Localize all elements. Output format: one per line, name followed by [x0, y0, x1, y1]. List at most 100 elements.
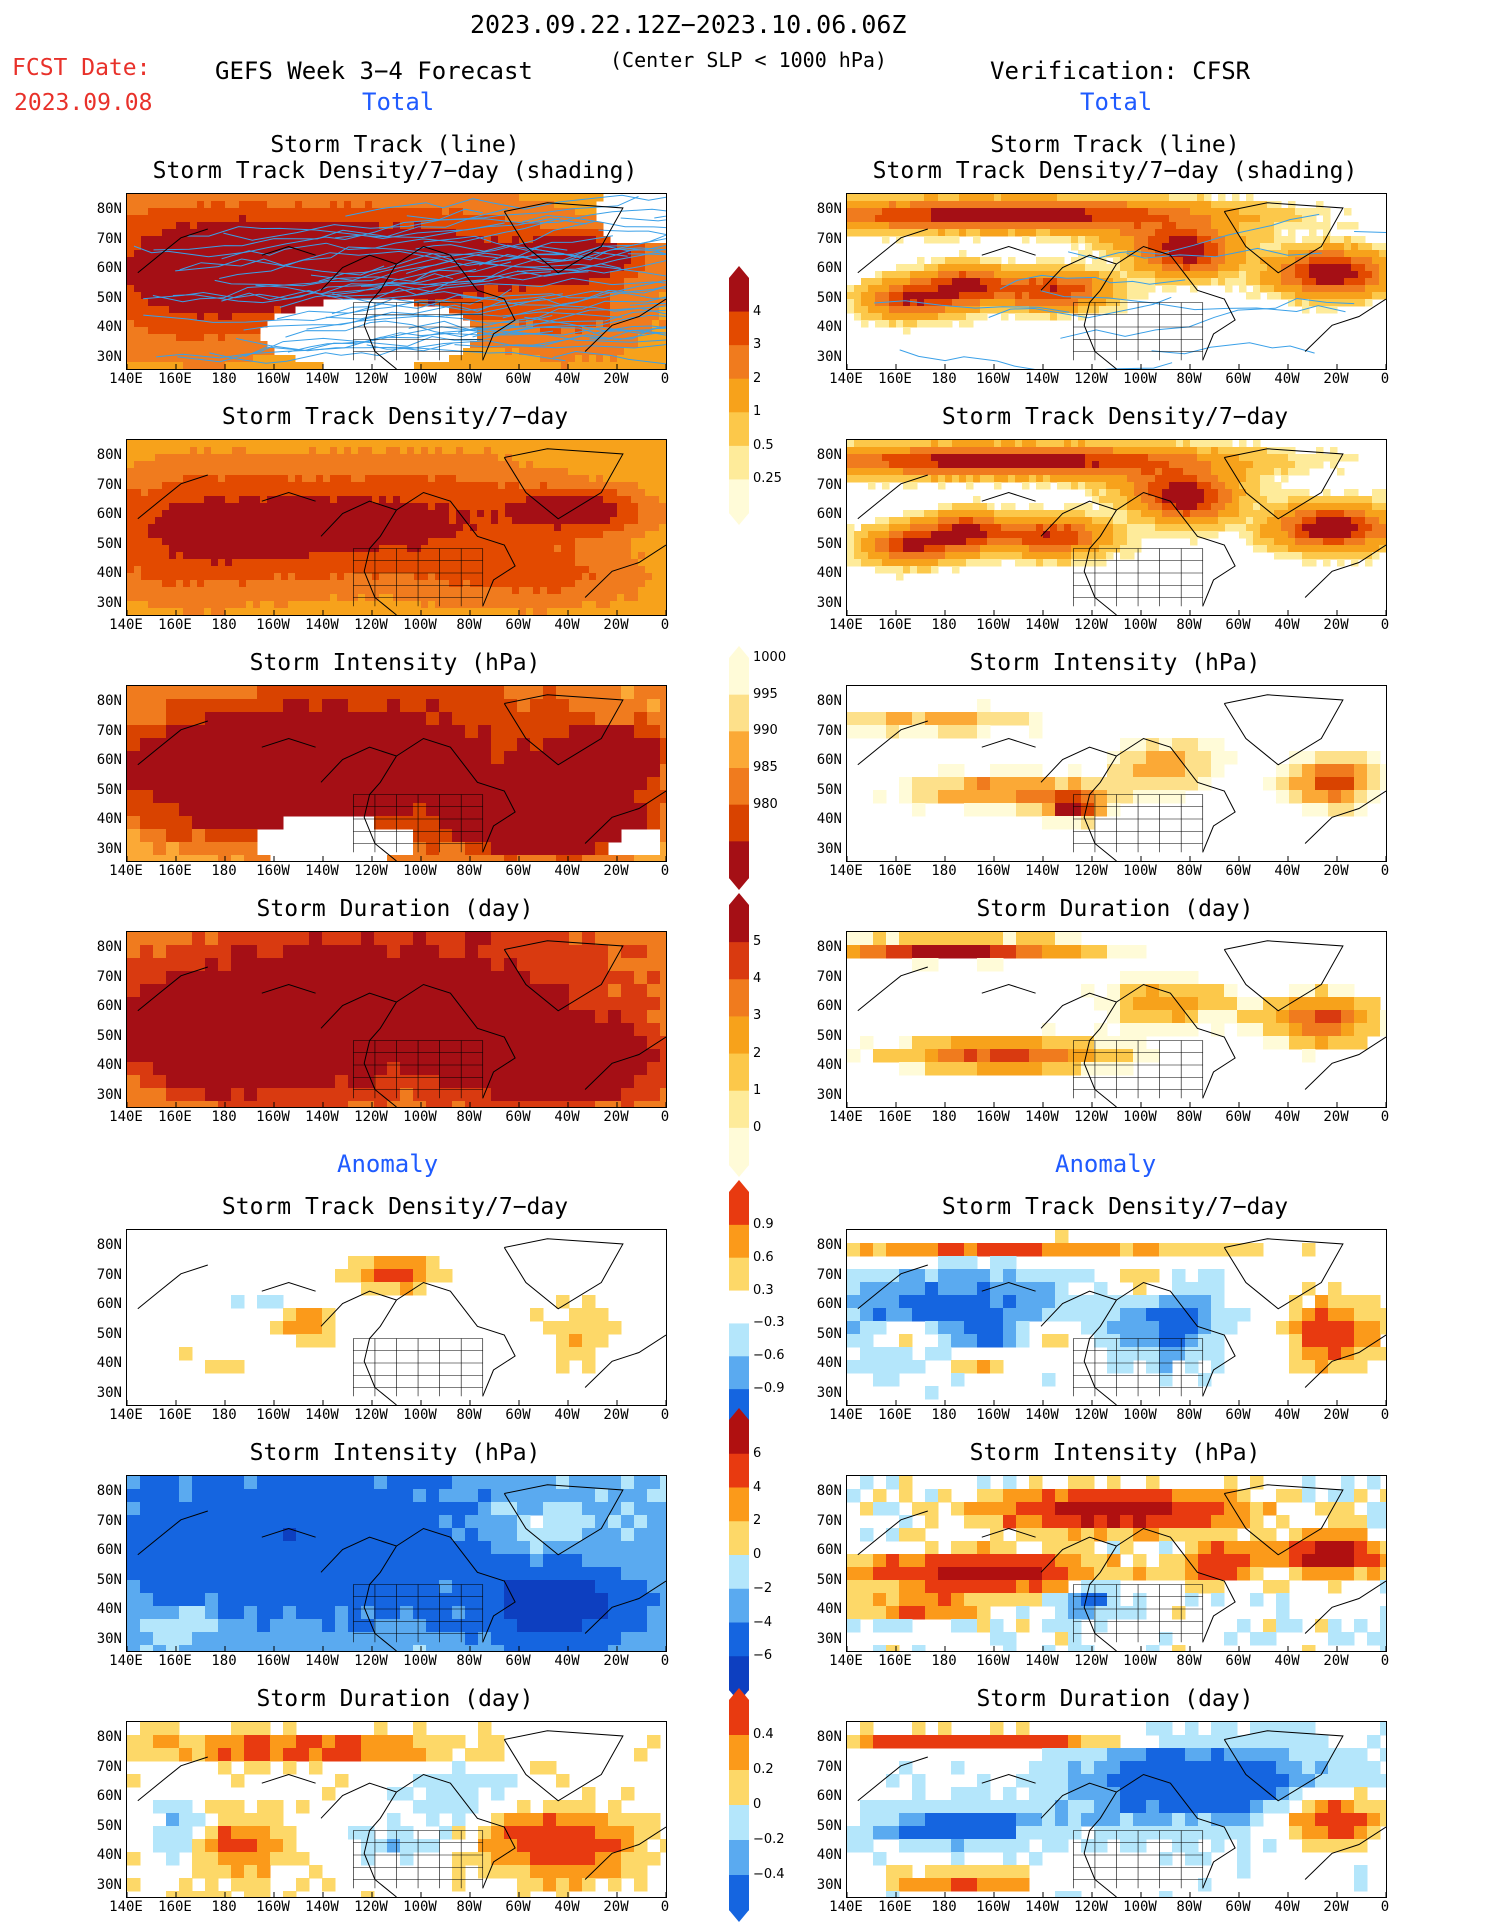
map-panel-track-L [126, 193, 667, 370]
lon-label: 140E [826, 617, 866, 633]
lon-label: 0 [645, 1653, 685, 1669]
lon-label: 100W [1120, 1899, 1160, 1915]
lat-label: 70N [802, 477, 842, 493]
lat-label: 70N [82, 1267, 122, 1283]
lon-label: 100W [400, 1109, 440, 1125]
map-panel-density-R [846, 439, 1387, 616]
lon-label: 140W [302, 1407, 342, 1423]
title-density-anom-right: Storm Track Density/7−day [835, 1194, 1395, 1220]
lon-label: 60W [1218, 617, 1258, 633]
lon-label: 160E [155, 1899, 195, 1915]
lon-label: 160E [155, 617, 195, 633]
lat-label: 40N [82, 1057, 122, 1073]
lon-label: 140E [106, 1899, 146, 1915]
lon-label: 20W [596, 863, 636, 879]
lon-label: 40W [547, 1653, 587, 1669]
lon-label: 40W [547, 371, 587, 387]
lon-label: 40W [1267, 1407, 1307, 1423]
lat-label: 60N [802, 1542, 842, 1558]
colorbar-tick-label: 4 [753, 1480, 761, 1495]
lat-label: 30N [802, 1385, 842, 1401]
map-panel-intensity-R [846, 685, 1387, 862]
lon-label: 0 [1365, 371, 1405, 387]
lon-label: 60W [498, 863, 538, 879]
lat-label: 70N [802, 1267, 842, 1283]
map-panel-int_anom-L [126, 1475, 667, 1652]
lat-label: 80N [802, 201, 842, 217]
date-range-title: 2023.09.22.12Z−2023.10.06.06Z [470, 10, 907, 39]
lon-label: 60W [1218, 1109, 1258, 1125]
lat-label: 50N [82, 1572, 122, 1588]
lon-label: 160E [155, 1407, 195, 1423]
lon-label: 160E [875, 1407, 915, 1423]
colorbar-tick-label: 0.2 [753, 1762, 774, 1777]
lon-label: 160W [253, 863, 293, 879]
title-duration-left: Storm Duration (day) [115, 896, 675, 922]
lat-label: 80N [802, 1729, 842, 1745]
lon-label: 100W [1120, 371, 1160, 387]
lat-label: 70N [82, 477, 122, 493]
lat-label: 40N [802, 565, 842, 581]
title-intensity-anom-right: Storm Intensity (hPa) [835, 1440, 1395, 1466]
lon-label: 0 [645, 1109, 685, 1125]
lon-label: 180 [204, 1407, 244, 1423]
lon-label: 120W [351, 371, 391, 387]
lat-label: 80N [82, 1483, 122, 1499]
lon-label: 160E [155, 1109, 195, 1125]
lat-label: 80N [802, 939, 842, 955]
lat-label: 80N [82, 201, 122, 217]
lon-label: 140W [1022, 1899, 1062, 1915]
lon-label: 80W [1169, 1653, 1209, 1669]
lon-label: 20W [596, 1899, 636, 1915]
lat-label: 30N [802, 595, 842, 611]
fcst-date-label: FCST Date: [12, 55, 150, 81]
lon-label: 40W [547, 863, 587, 879]
colorbar-tick-label: 980 [753, 797, 778, 812]
map-panel-intensity-L [126, 685, 667, 862]
lon-label: 0 [1365, 1653, 1405, 1669]
lat-label: 60N [802, 1788, 842, 1804]
colorbar-tick-label: 1 [753, 404, 761, 419]
lon-label: 60W [1218, 1899, 1258, 1915]
lat-label: 80N [82, 693, 122, 709]
lon-label: 80W [1169, 863, 1209, 879]
lat-label: 50N [802, 782, 842, 798]
lat-label: 50N [82, 1818, 122, 1834]
lat-label: 80N [82, 1729, 122, 1745]
lon-label: 160E [155, 371, 195, 387]
lon-label: 140W [302, 1109, 342, 1125]
lon-label: 0 [1365, 617, 1405, 633]
lon-label: 0 [1365, 1109, 1405, 1125]
lon-label: 160W [973, 1407, 1013, 1423]
lon-label: 60W [1218, 371, 1258, 387]
lon-label: 0 [645, 863, 685, 879]
lat-label: 40N [82, 565, 122, 581]
colorbar-tick-label: −0.2 [753, 1832, 785, 1847]
map-panel-dur_anom-L [126, 1721, 667, 1898]
lat-label: 50N [82, 536, 122, 552]
lat-label: 60N [802, 752, 842, 768]
lon-label: 140W [1022, 617, 1062, 633]
lon-label: 60W [498, 371, 538, 387]
lon-label: 180 [924, 1109, 964, 1125]
lat-label: 50N [82, 290, 122, 306]
lon-label: 100W [1120, 617, 1160, 633]
lon-label: 80W [449, 1407, 489, 1423]
lon-label: 40W [1267, 617, 1307, 633]
colorbar-tick-label: 0 [753, 1547, 761, 1562]
lon-label: 100W [400, 1653, 440, 1669]
lon-label: 80W [1169, 1109, 1209, 1125]
lon-label: 160E [875, 863, 915, 879]
lon-label: 140E [106, 1109, 146, 1125]
anomaly-label-right: Anomaly [1055, 1150, 1156, 1178]
lon-label: 160W [253, 1653, 293, 1669]
forecast-title: GEFS Week 3−4 Forecast [215, 57, 533, 85]
title-track-shading-left: Storm Track Density/7−day (shading) [115, 158, 675, 184]
lon-label: 120W [1071, 371, 1111, 387]
title-density-anom-left: Storm Track Density/7−day [115, 1194, 675, 1220]
colorbar-tick-label: 0 [753, 1120, 761, 1135]
lon-label: 80W [449, 1109, 489, 1125]
title-track-line-right: Storm Track (line) [835, 132, 1395, 158]
lon-label: 80W [1169, 617, 1209, 633]
map-panel-duration-R [846, 931, 1387, 1108]
